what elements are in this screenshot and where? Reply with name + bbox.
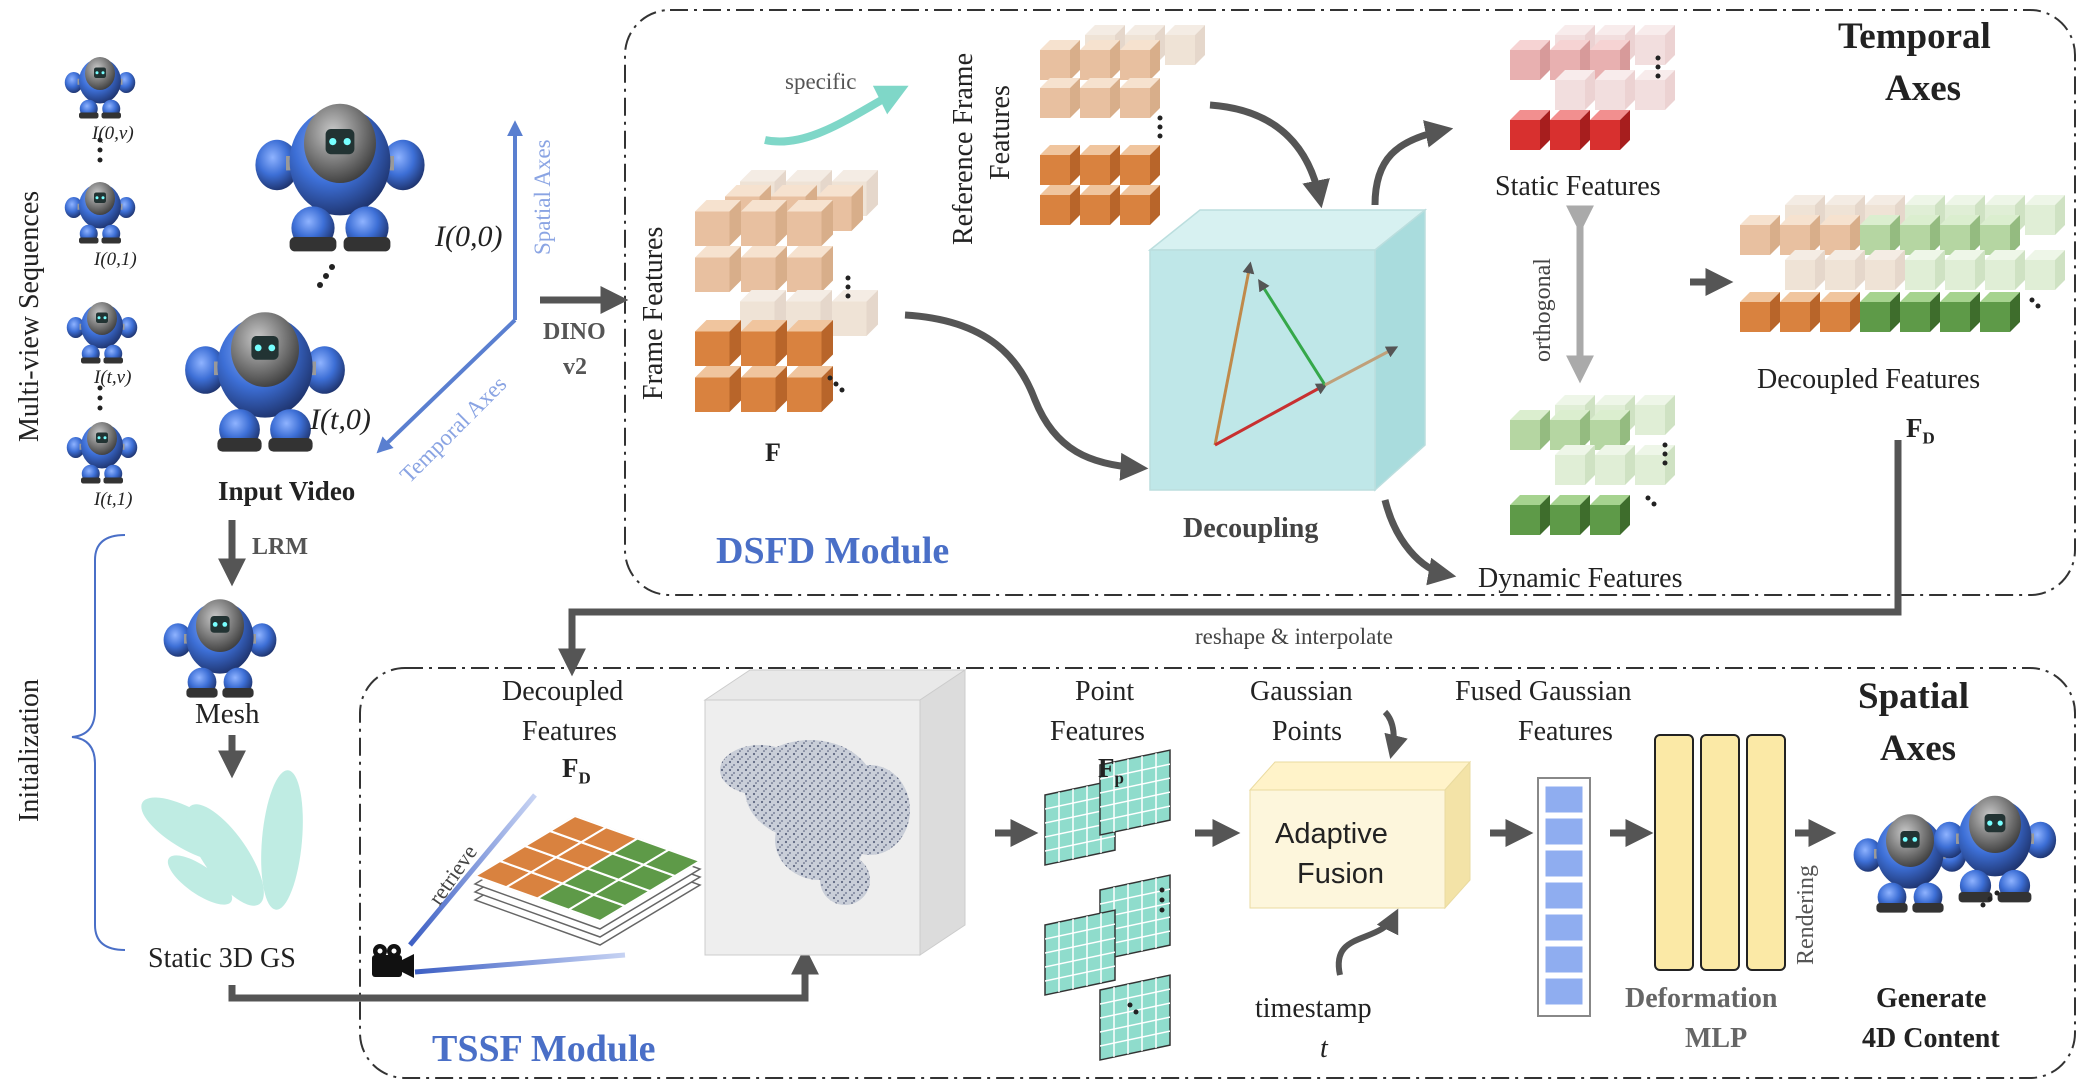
- tssf-decoupled-label-1: Decoupled: [502, 676, 624, 707]
- deformation-label-1: Deformation: [1625, 983, 1778, 1014]
- fused-feature-column: [1537, 777, 1591, 1017]
- timestamp-t: t: [1320, 1033, 1328, 1064]
- point-cloud-icon: [703, 669, 967, 956]
- orthogonal-label: orthogonal: [1530, 258, 1556, 362]
- frame-label-tv: I(t,v): [94, 367, 132, 388]
- decoupling-label: Decoupling: [1183, 513, 1319, 544]
- tssf-fd-symbol: FD: [562, 753, 591, 788]
- temporal-axes-title-2: Axes: [1885, 68, 1962, 109]
- rendering-label: Rendering: [1793, 865, 1819, 965]
- decoupling-cube: [1147, 208, 1428, 492]
- dynamic-features-label: Dynamic Features: [1478, 563, 1683, 594]
- multiview-frames: [64, 57, 138, 484]
- tssf-fd-sub: D: [578, 768, 591, 788]
- input-video-label: Input Video: [218, 476, 356, 506]
- decoupled-features-symbol: FD: [1906, 413, 1935, 448]
- static-gs-label: Static 3D GS: [148, 943, 296, 974]
- fused-features-label-1: Fused Gaussian: [1455, 676, 1632, 707]
- multiview-label: Multi-view Sequences: [14, 190, 45, 442]
- specific-label: specific: [785, 69, 857, 94]
- spatial-axes-title-2: Axes: [1880, 728, 1957, 769]
- dynamic-features-stack: [1510, 395, 1675, 535]
- gaussian-splat-icon: [141, 770, 303, 910]
- initialization-label: Initialization: [14, 678, 45, 822]
- mesh-label: Mesh: [195, 698, 260, 730]
- spatial-axes-label: Spatial Axes: [530, 139, 555, 255]
- retrieve-grid: [472, 814, 703, 946]
- generate-label-1: Generate: [1876, 983, 1987, 1014]
- temporal-axis-arrow: [376, 318, 517, 454]
- spatial-axes-title-1: Spatial: [1858, 676, 1970, 717]
- point-features-label-2: Features: [1050, 716, 1145, 747]
- fp-symbol: Fp: [1098, 753, 1124, 788]
- fd-symbol: F: [1906, 413, 1923, 443]
- fused-features-label-2: Features: [1518, 716, 1613, 747]
- dino-label: DINO: [543, 319, 606, 345]
- robot-icon: [255, 103, 425, 252]
- point-feature-planes: [1044, 749, 1171, 1061]
- frame-features-label: Frame Features: [638, 226, 669, 400]
- gaussian-points-label-1: Gaussian: [1250, 676, 1353, 707]
- tssf-module-frame: [359, 667, 2076, 1079]
- tssf-fd: F: [562, 753, 579, 783]
- reference-features-stack: [1040, 25, 1205, 225]
- fd-sub: D: [1922, 428, 1935, 448]
- initialization-bracket: [71, 534, 126, 951]
- frame-label-0v: I(0,v): [92, 123, 134, 144]
- reference-frame-label-1: Reference Frame: [948, 53, 979, 245]
- fp-sub: p: [1114, 768, 1124, 788]
- dino-v2-label: v2: [563, 354, 587, 380]
- timestamp-label: timestamp: [1255, 993, 1372, 1024]
- ellipsis-icon: [317, 264, 335, 288]
- adaptive-fusion-label-2: Fusion: [1297, 858, 1385, 890]
- deformation-label-2: MLP: [1685, 1023, 1748, 1054]
- adaptive-fusion-label-1: Adaptive: [1275, 818, 1388, 850]
- robot-icon: [1933, 795, 2057, 903]
- tssf-decoupled-label-2: Features: [522, 716, 617, 747]
- fp: F: [1098, 753, 1115, 783]
- generate-label-2: 4D Content: [1862, 1023, 2000, 1054]
- frame-label-t1: I(t,1): [94, 489, 133, 510]
- robot-icon: [163, 599, 277, 698]
- decoupled-features-label: Decoupled Features: [1757, 364, 1981, 395]
- tssf-title: TSSF Module: [432, 1028, 656, 1070]
- temporal-axes-title-1: Temporal: [1838, 16, 1991, 57]
- frame-label-01: I(0,1): [94, 249, 137, 270]
- frame-features-symbol: F: [765, 438, 781, 467]
- deformation-mlp: [1654, 734, 1786, 971]
- point-features-label-1: Point: [1075, 676, 1135, 707]
- lrm-label: LRM: [252, 534, 308, 560]
- dsfd-title: DSFD Module: [716, 530, 950, 572]
- frame-label-00: I(0,0): [435, 220, 503, 253]
- reshape-label: reshape & interpolate: [1195, 624, 1393, 649]
- frame-label-t0: I(t,0): [310, 403, 371, 436]
- static-features-label: Static Features: [1495, 171, 1661, 202]
- gaussian-points-label-2: Points: [1272, 716, 1343, 747]
- decoupled-features-stack: [1740, 195, 2065, 332]
- static-features-stack: [1510, 25, 1675, 150]
- adaptive-fusion-box: [1248, 760, 1472, 910]
- reference-frame-label-2: Features: [985, 85, 1016, 180]
- camera-icon: [372, 944, 414, 978]
- frame-features-stack: [695, 170, 878, 412]
